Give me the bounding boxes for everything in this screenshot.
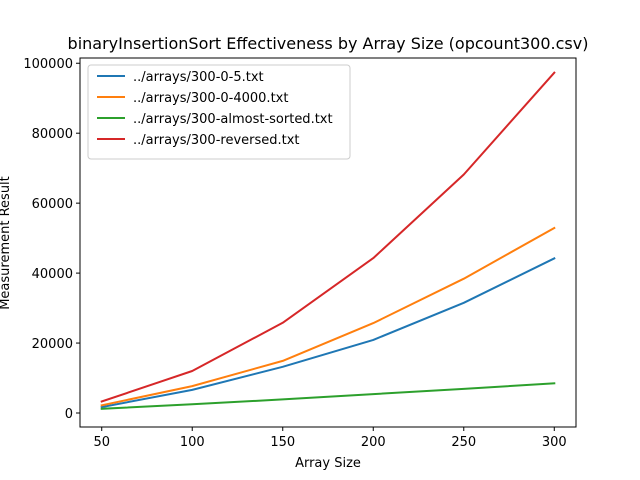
legend: ../arrays/300-0-5.txt ../arrays/300-0-400… [87,64,351,160]
plot-area [79,57,577,428]
series-lines [100,71,556,410]
legend-box [87,64,351,160]
y-tick-label: 100000 [23,57,73,72]
y-tick-label: 20000 [32,337,73,352]
x-axis: 50 100 150 200 250 300 [93,427,567,450]
x-tick-label: 300 [542,435,567,450]
x-tick-label: 250 [451,435,476,450]
y-axis: 0 20000 40000 60000 80000 100000 [23,57,80,422]
series-line [100,382,556,410]
y-tick-label: 0 [65,407,73,422]
legend-label: ../arrays/300-reversed.txt [133,133,300,148]
legend-label: ../arrays/300-0-4000.txt [133,91,288,106]
x-axis-title: Array Size [295,456,361,471]
y-tick-label: 60000 [32,197,73,212]
y-tick-label: 40000 [32,267,73,282]
series-line [100,226,556,407]
x-tick-label: 50 [93,435,110,450]
y-tick-label: 80000 [32,127,73,142]
series-line [100,71,556,403]
legend-label: ../arrays/300-almost-sorted.txt [133,112,333,127]
series-line [100,257,556,409]
chart-title: binaryInsertionSort Effectiveness by Arr… [68,34,589,53]
y-axis-title: Measurement Result [0,176,13,310]
legend-label: ../arrays/300-0-5.txt [133,70,264,85]
x-tick-label: 150 [270,435,295,450]
x-tick-label: 200 [361,435,386,450]
axes-frame [79,57,577,428]
x-tick-label: 100 [180,435,205,450]
